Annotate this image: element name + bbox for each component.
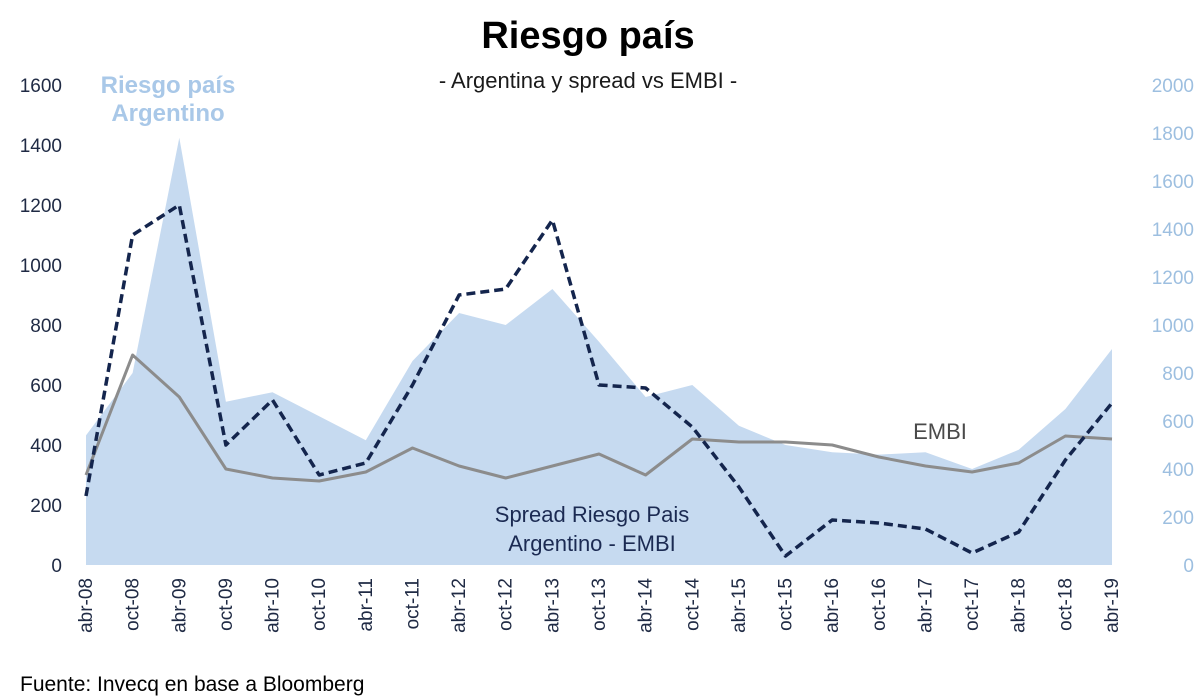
x-tick-label: oct-16 — [869, 578, 890, 631]
y-left-tick-label: 400 — [30, 436, 62, 457]
embi-series-label: EMBI — [913, 419, 967, 444]
x-tick-label: abr-17 — [916, 578, 937, 633]
x-tick-label: oct-11 — [403, 578, 424, 629]
y-right-tick-label: 1400 — [1152, 220, 1194, 241]
line-embi — [84, 353, 1113, 483]
x-tick-label: oct-12 — [496, 578, 517, 631]
x-tick-label: abr-14 — [636, 578, 657, 633]
x-tick-label: oct-18 — [1055, 578, 1076, 631]
y-left-tick-label: 800 — [30, 316, 62, 337]
chart-subtitle: - Argentina y spread vs EMBI - — [439, 68, 737, 93]
line-spread-riesgo-pais-embi — [84, 203, 1114, 558]
spread-series-label-line2: Argentino - EMBI — [508, 531, 676, 556]
y-right-tick-label: 200 — [1162, 508, 1194, 529]
x-tick-label: oct-08 — [123, 578, 144, 631]
x-tick-label: oct-13 — [589, 578, 610, 631]
y-right-tick-label: 1600 — [1152, 172, 1194, 193]
y-right-tick-label: 0 — [1183, 556, 1194, 577]
x-tick-label: abr-15 — [729, 578, 750, 633]
y-left-tick-label: 1000 — [20, 256, 62, 277]
y-right-tick-label: 400 — [1162, 460, 1194, 481]
x-tick-label: abr-10 — [263, 578, 284, 633]
area-series-label-line2: Argentino — [111, 100, 224, 127]
y-left-tick-label: 1400 — [20, 136, 62, 157]
y-right-tick-label: 600 — [1162, 412, 1194, 433]
y-right-tick-label: 1800 — [1152, 124, 1194, 145]
y-right-tick-label: 800 — [1162, 364, 1194, 385]
x-tick-label: abr-12 — [449, 578, 470, 633]
chart-title: Riesgo país — [481, 15, 694, 57]
x-tick-label: abr-09 — [169, 578, 190, 633]
y-right-tick-label: 2000 — [1152, 76, 1194, 97]
plot-area: 0 200 400 600 800 1000 1200 1400 1600 0 200 400 600 8… — [20, 76, 1194, 633]
y-left-tick-label: 1600 — [20, 76, 62, 97]
x-tick-label: abr-18 — [1009, 578, 1030, 633]
x-tick-label: abr-08 — [76, 578, 97, 633]
y-left-tick-label: 0 — [51, 556, 62, 577]
area-series-label-line1: Riesgo país — [101, 72, 236, 99]
area-riesgo-pais-argentino — [86, 137, 1112, 566]
y-left-tick-label: 1200 — [20, 196, 62, 217]
x-tick-label: oct-15 — [776, 578, 797, 631]
spread-series-label-line1: Spread Riesgo Pais — [495, 502, 689, 527]
y-left-tick-label: 200 — [30, 496, 62, 517]
y-left-tick-label: 600 — [30, 376, 62, 397]
x-tick-label: abr-16 — [822, 578, 843, 633]
x-tick-label: oct-17 — [962, 578, 983, 631]
y-right-tick-label: 1000 — [1152, 316, 1194, 337]
y-right-tick-label: 1200 — [1152, 268, 1194, 289]
x-tick-label: abr-11 — [356, 578, 377, 632]
source-note: Fuente: Invecq en base a Bloomberg — [20, 673, 364, 696]
x-tick-label: oct-14 — [682, 578, 703, 631]
x-tick-label: oct-09 — [216, 578, 237, 631]
x-tick-label: abr-19 — [1102, 578, 1123, 633]
x-tick-label: oct-10 — [309, 578, 330, 631]
x-tick-label: abr-13 — [542, 578, 563, 633]
